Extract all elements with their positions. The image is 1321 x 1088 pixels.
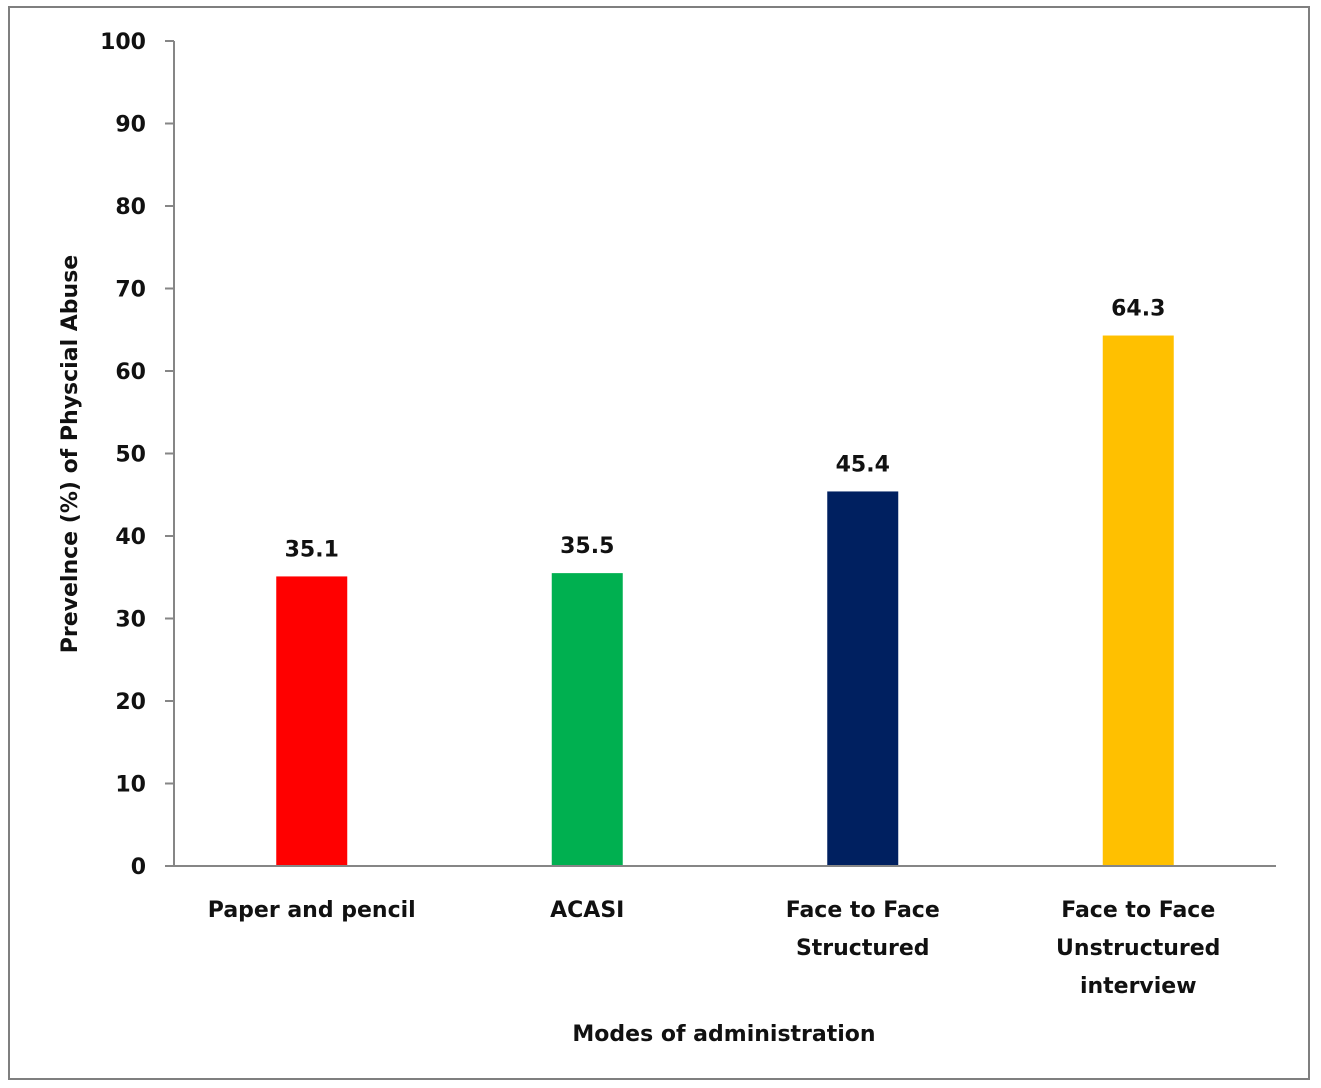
- data-label: 64.3: [1111, 297, 1165, 322]
- category-label: interview: [1080, 974, 1197, 999]
- y-tick-label: 10: [115, 773, 146, 798]
- data-label: 35.1: [285, 537, 339, 562]
- y-axis-ticks: 0 10 20 30 40 50 60 70 80 90 100: [100, 30, 174, 880]
- bar: [827, 491, 899, 866]
- y-tick-label: 0: [131, 855, 146, 880]
- category-label: Face to Face: [1061, 898, 1215, 923]
- y-tick-label: 50: [115, 443, 146, 468]
- y-tick-label: 20: [115, 690, 146, 715]
- x-axis-title: Modes of administration: [572, 1022, 875, 1047]
- category-label: Paper and pencil: [208, 898, 416, 923]
- y-tick-label: 100: [100, 30, 146, 55]
- y-tick-label: 90: [115, 113, 146, 138]
- category-label: Face to Face: [786, 898, 940, 923]
- bar: [551, 573, 623, 866]
- data-label: 45.4: [836, 452, 890, 477]
- bar: [276, 576, 348, 866]
- y-tick-label: 70: [115, 278, 146, 303]
- y-axis-title: Prevelnce (%) of Physcial Abuse: [58, 255, 83, 653]
- y-tick-label: 60: [115, 360, 146, 385]
- bar: [1102, 335, 1174, 866]
- category-label: Structured: [796, 936, 930, 961]
- y-tick-label: 80: [115, 195, 146, 220]
- category-label: ACASI: [550, 898, 624, 923]
- data-labels: 35.1 35.5 45.4 64.3: [285, 297, 1166, 563]
- data-label: 35.5: [560, 534, 614, 559]
- y-tick-label: 30: [115, 608, 146, 633]
- category-label: Unstructured: [1056, 936, 1220, 961]
- y-tick-label: 40: [115, 525, 146, 550]
- bars: [276, 335, 1174, 866]
- chart-frame: [8, 6, 1310, 1080]
- category-labels: Paper and pencil ACASI Face to Face Structu…: [208, 898, 1221, 999]
